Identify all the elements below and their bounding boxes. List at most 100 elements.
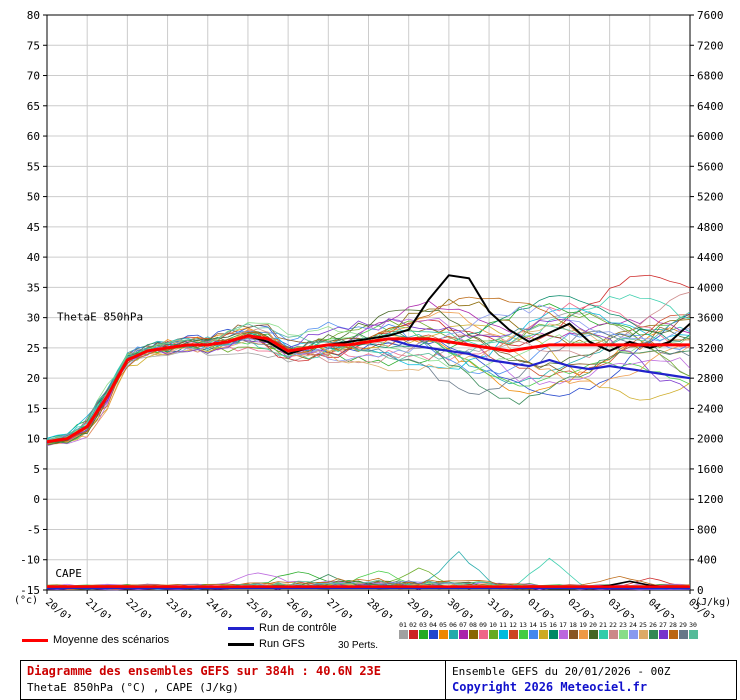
- pert-number: 27: [659, 621, 667, 629]
- gfs-line-swatch: [228, 642, 254, 646]
- svg-text:27/01: 27/01: [324, 597, 354, 618]
- footer: Diagramme des ensembles GEFS sur 384h : …: [20, 660, 738, 700]
- pert-cell: 11: [498, 621, 508, 639]
- mean-line-swatch: [22, 638, 48, 642]
- svg-text:-10: -10: [20, 554, 40, 567]
- svg-text:35: 35: [27, 281, 40, 294]
- svg-text:31/01: 31/01: [485, 597, 515, 618]
- svg-text:3200: 3200: [697, 342, 724, 355]
- pert-cell: 01: [398, 621, 408, 639]
- pert-cell: 02: [408, 621, 418, 639]
- ensemble-chart-area: -15 0 -10 400 -5 800 0 1200 5 1600 10 2000 15 2400 20 2…: [14, 9, 732, 625]
- pert-cell: 13: [518, 621, 528, 639]
- svg-text:5600: 5600: [697, 160, 724, 173]
- pert-number: 28: [669, 621, 677, 629]
- pert-color-swatch: [688, 630, 698, 639]
- pert-color-swatch: [678, 630, 688, 639]
- legend-gfs: Run GFS: [228, 638, 305, 650]
- pert-color-swatch: [438, 630, 448, 639]
- pert-color-swatch: [618, 630, 628, 639]
- pert-cell: 17: [558, 621, 568, 639]
- svg-text:(°c): (°c): [14, 595, 38, 606]
- svg-text:2800: 2800: [697, 372, 724, 385]
- svg-text:5200: 5200: [697, 191, 724, 204]
- pert-number: 12: [509, 621, 517, 629]
- svg-text:2000: 2000: [697, 433, 724, 446]
- svg-text:6800: 6800: [697, 70, 724, 83]
- svg-text:5: 5: [33, 463, 40, 476]
- member-thetae-line: [46, 311, 691, 445]
- pert-number: 06: [449, 621, 457, 629]
- pert-color-swatch: [408, 630, 418, 639]
- svg-text:7600: 7600: [697, 9, 724, 22]
- footer-right-box: Ensemble GEFS du 20/01/2026 - 00Z Copyri…: [445, 660, 737, 700]
- member-thetae-line: [46, 323, 691, 442]
- run-info: Ensemble GEFS du 20/01/2026 - 00Z: [452, 665, 671, 678]
- svg-text:-15: -15: [20, 584, 40, 597]
- pert-color-swatch: [428, 630, 438, 639]
- svg-text:70: 70: [27, 70, 40, 83]
- pert-cell: 08: [468, 621, 478, 639]
- member-thetae-line: [46, 312, 691, 442]
- svg-text:1200: 1200: [697, 493, 724, 506]
- svg-text:25: 25: [27, 342, 40, 355]
- svg-text:0: 0: [33, 493, 40, 506]
- svg-text:04/02: 04/02: [646, 597, 676, 618]
- svg-text:10: 10: [27, 433, 40, 446]
- pert-cell: 07: [458, 621, 468, 639]
- legend-mean: Moyenne des scénarios: [22, 634, 169, 646]
- svg-text:21/01: 21/01: [83, 597, 113, 618]
- pert-color-swatch: [398, 630, 408, 639]
- pert-cell: 03: [418, 621, 428, 639]
- pert-color-swatch: [498, 630, 508, 639]
- pert-number: 13: [519, 621, 527, 629]
- pert-color-swatch: [458, 630, 468, 639]
- svg-text:6000: 6000: [697, 130, 724, 143]
- legend: Moyenne des scénarios Run de contrôle Ru…: [0, 618, 740, 660]
- pert-cell: 25: [638, 621, 648, 639]
- pert-cell: 16: [548, 621, 558, 639]
- pert-number: 23: [619, 621, 627, 629]
- legend-perts-label: 30 Perts.: [338, 640, 379, 651]
- pert-color-swatch: [638, 630, 648, 639]
- svg-text:2400: 2400: [697, 402, 724, 415]
- pert-cell: 29: [678, 621, 688, 639]
- pert-cell: 15: [538, 621, 548, 639]
- svg-text:29/01: 29/01: [405, 597, 435, 618]
- svg-text:4800: 4800: [697, 221, 724, 234]
- svg-text:40: 40: [27, 251, 40, 264]
- pert-color-swatch: [668, 630, 678, 639]
- svg-text:800: 800: [697, 523, 717, 536]
- svg-text:80: 80: [27, 9, 40, 22]
- pert-number: 25: [639, 621, 647, 629]
- pert-number: 16: [549, 621, 557, 629]
- svg-text:7200: 7200: [697, 39, 724, 52]
- svg-text:(J/kg): (J/kg): [695, 597, 731, 608]
- pert-number: 05: [439, 621, 447, 629]
- pert-cell: 18: [568, 621, 578, 639]
- pert-color-swatch: [548, 630, 558, 639]
- pert-number: 10: [489, 621, 497, 629]
- pert-cell: 04: [428, 621, 438, 639]
- svg-text:22/01: 22/01: [123, 597, 153, 618]
- mean-line: [46, 334, 690, 444]
- pert-color-swatch: [568, 630, 578, 639]
- svg-text:23/01: 23/01: [164, 597, 194, 618]
- svg-text:4000: 4000: [697, 281, 724, 294]
- pert-color-swatch: [578, 630, 588, 639]
- svg-text:4400: 4400: [697, 251, 724, 264]
- pert-cell: 24: [628, 621, 638, 639]
- svg-text:30/01: 30/01: [445, 597, 475, 618]
- control-line-swatch: [228, 626, 254, 630]
- pert-cell: 26: [648, 621, 658, 639]
- pert-color-swatch: [538, 630, 548, 639]
- pert-color-swatch: [608, 630, 618, 639]
- pert-number: 30: [689, 621, 697, 629]
- diagram-subtitle: ThetaE 850hPa (°C) , CAPE (J/kg): [27, 681, 239, 694]
- pert-cell: 27: [658, 621, 668, 639]
- pert-color-swatch: [658, 630, 668, 639]
- svg-text:-5: -5: [27, 523, 40, 536]
- legend-control: Run de contrôle: [228, 622, 337, 634]
- pert-color-swatch: [488, 630, 498, 639]
- legend-control-label: Run de contrôle: [259, 622, 337, 634]
